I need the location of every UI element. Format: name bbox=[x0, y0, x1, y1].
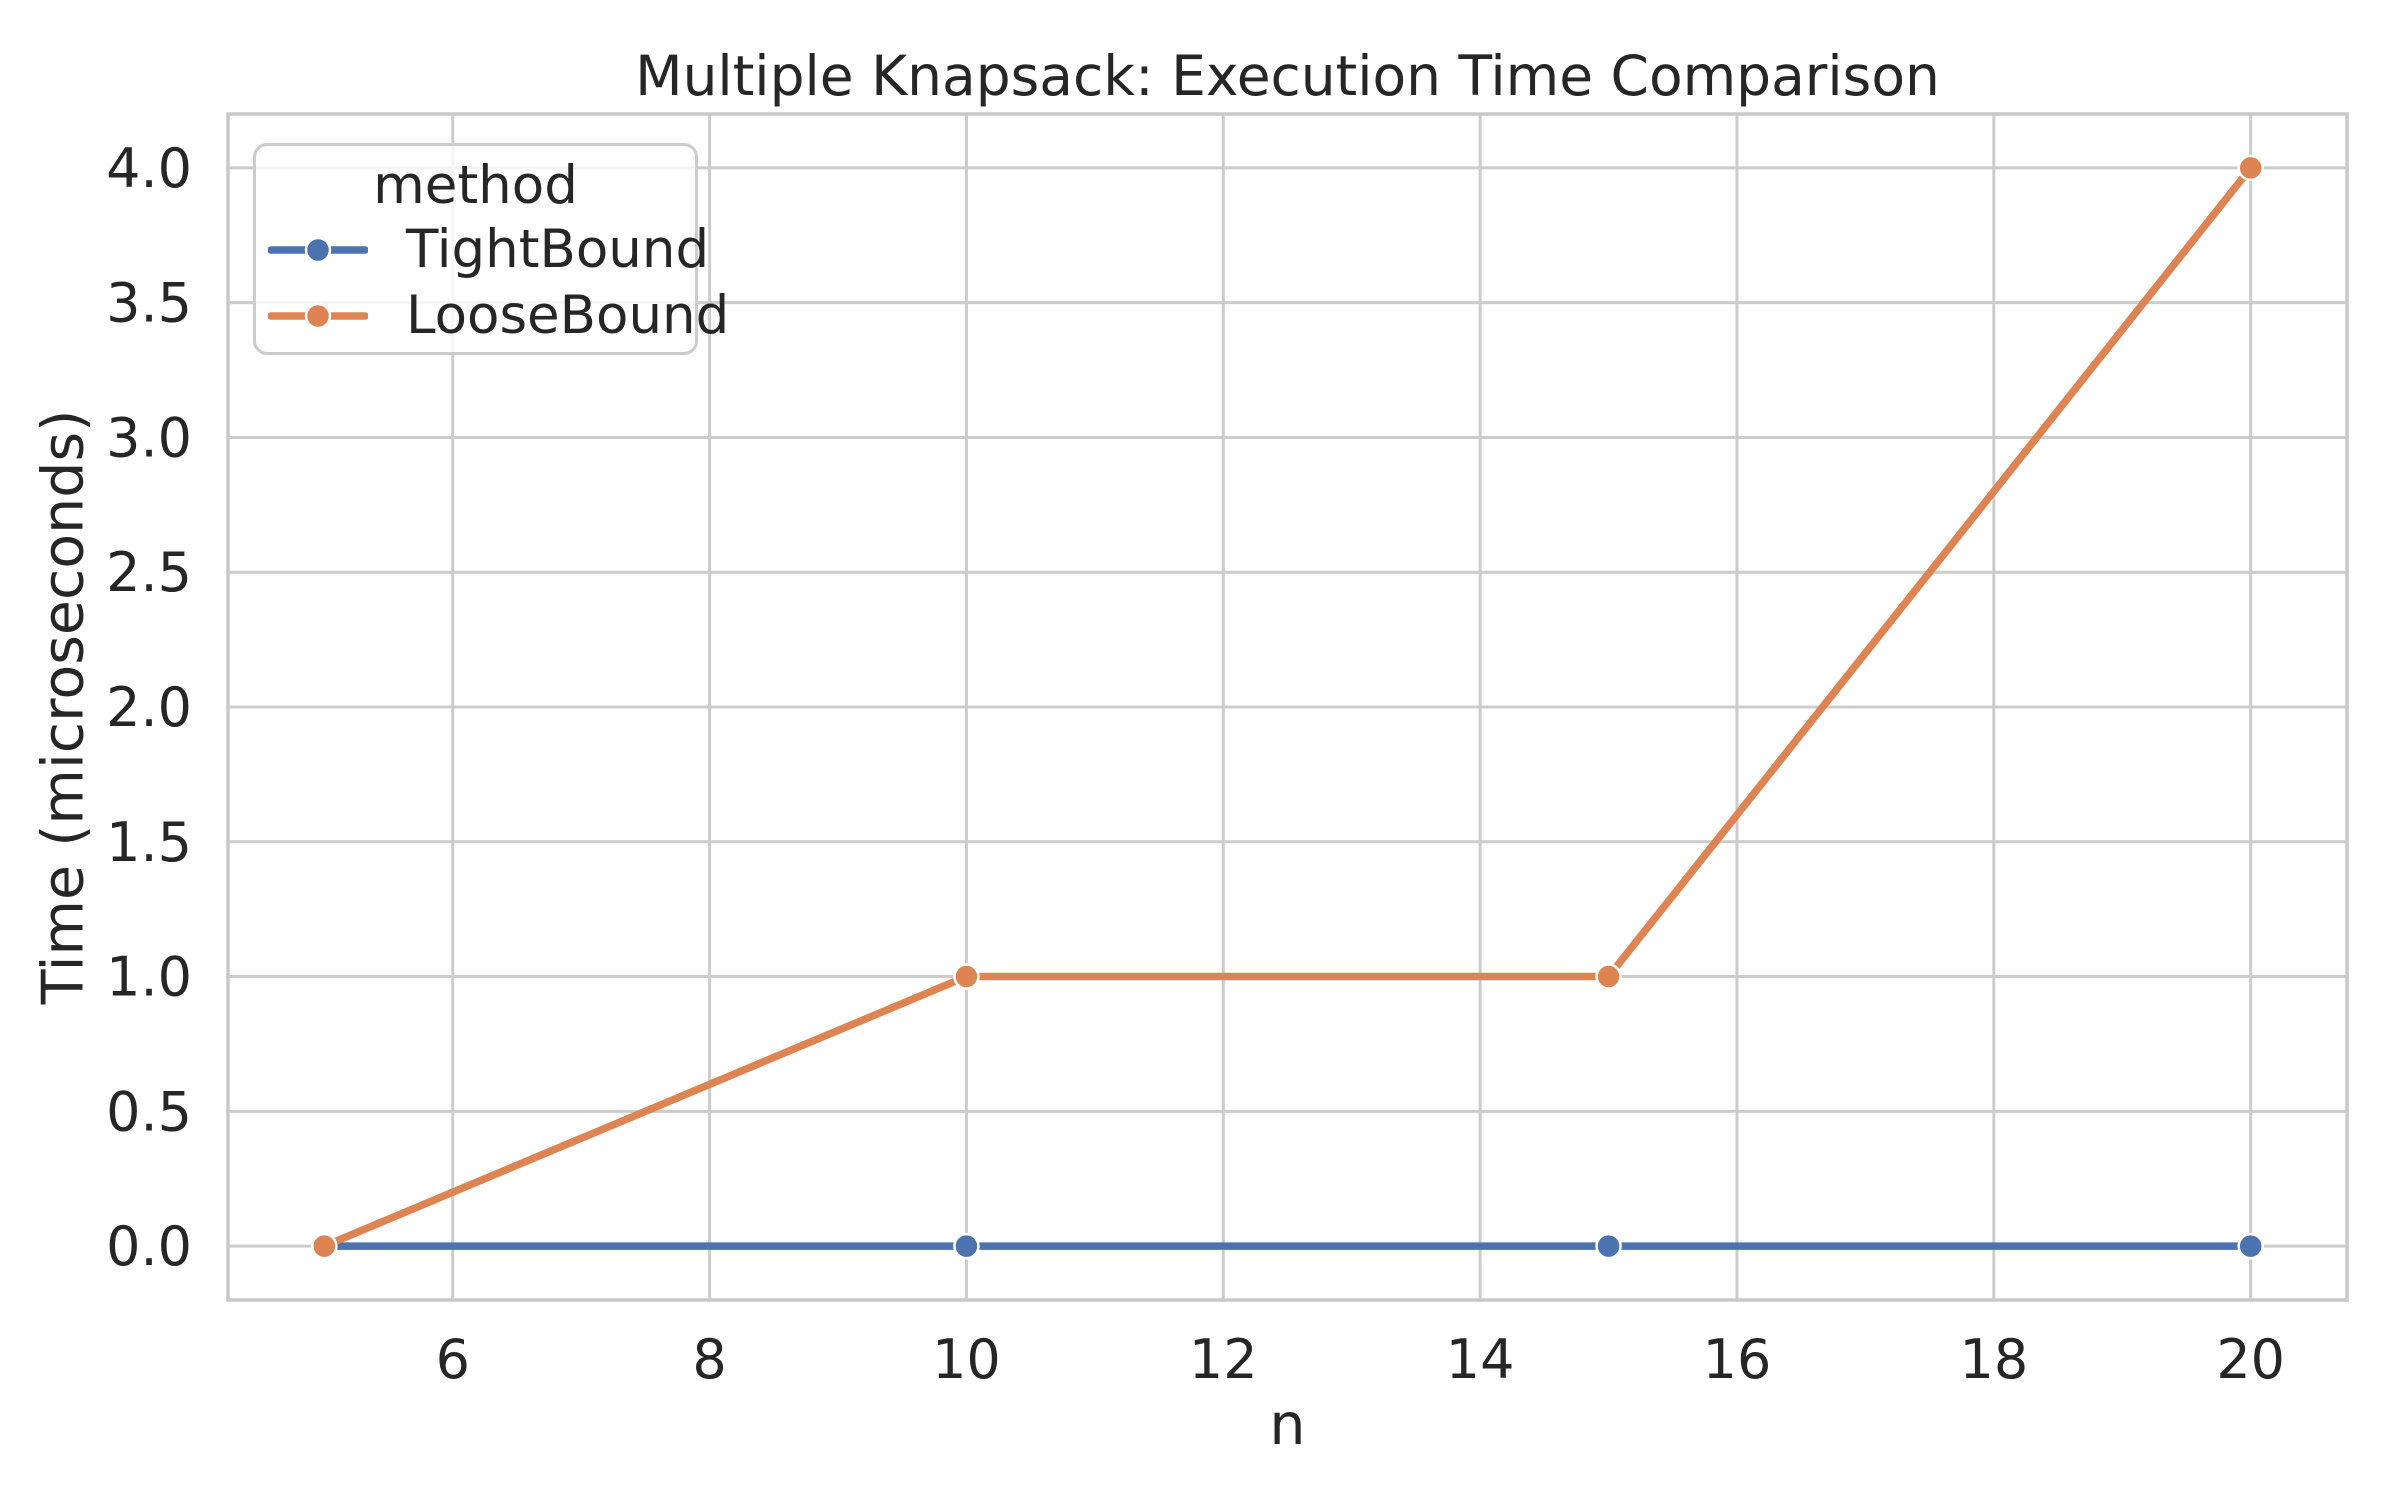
data-point-marker-TightBound bbox=[953, 1232, 980, 1260]
x-tick-label: 6 bbox=[436, 1328, 470, 1391]
y-tick-label: 2.0 bbox=[106, 676, 192, 739]
data-point-marker-LooseBound bbox=[2237, 154, 2264, 182]
data-point-marker-LooseBound bbox=[953, 963, 980, 990]
legend-rows: TightBound LooseBound bbox=[256, 217, 729, 349]
x-tick-label: 20 bbox=[2216, 1328, 2285, 1391]
plot-border bbox=[226, 112, 2349, 1302]
y-tick-label: 0.5 bbox=[106, 1080, 192, 1143]
y-tick-label: 3.0 bbox=[106, 406, 192, 469]
chart-title: Multiple Knapsack: Execution Time Compar… bbox=[635, 44, 1940, 108]
legend-marker-dot bbox=[304, 302, 332, 330]
x-tick-label: 10 bbox=[932, 1328, 1001, 1391]
x-tick-label: 14 bbox=[1446, 1328, 1515, 1391]
x-tick-label: 8 bbox=[692, 1328, 726, 1391]
legend-line-marker-icon bbox=[268, 302, 368, 330]
legend-marker-dot bbox=[304, 236, 332, 264]
y-tick-label: 0.0 bbox=[106, 1215, 192, 1278]
y-tick-label: 4.0 bbox=[106, 137, 192, 200]
series-line-LooseBound bbox=[320, 164, 2255, 1250]
data-point-marker-LooseBound bbox=[1595, 963, 1622, 990]
y-axis-label: Time (microseconds) bbox=[30, 409, 97, 1005]
legend-line-marker-icon bbox=[268, 236, 368, 264]
y-tick-label: 1.0 bbox=[106, 946, 192, 1009]
data-point-marker-TightBound bbox=[1595, 1232, 1622, 1260]
y-tick-label: 2.5 bbox=[106, 541, 192, 604]
legend-item: TightBound bbox=[256, 217, 709, 283]
legend-title: method bbox=[373, 155, 578, 216]
y-tick-label: 1.5 bbox=[106, 811, 192, 874]
legend-item: LooseBound bbox=[256, 283, 729, 349]
x-axis-label: n bbox=[1269, 1392, 1306, 1458]
legend-item-label: TightBound bbox=[406, 219, 710, 281]
x-tick-label: 18 bbox=[1959, 1328, 2028, 1391]
legend: method TightBound LooseBound bbox=[253, 143, 729, 355]
data-point-marker-TightBound bbox=[2237, 1232, 2264, 1260]
x-tick-label: 12 bbox=[1189, 1328, 1258, 1391]
y-tick-label: 3.5 bbox=[106, 272, 192, 335]
data-point-marker-LooseBound bbox=[311, 1232, 338, 1260]
legend-item-label: LooseBound bbox=[406, 285, 730, 347]
x-tick-label: 16 bbox=[1703, 1328, 1772, 1391]
